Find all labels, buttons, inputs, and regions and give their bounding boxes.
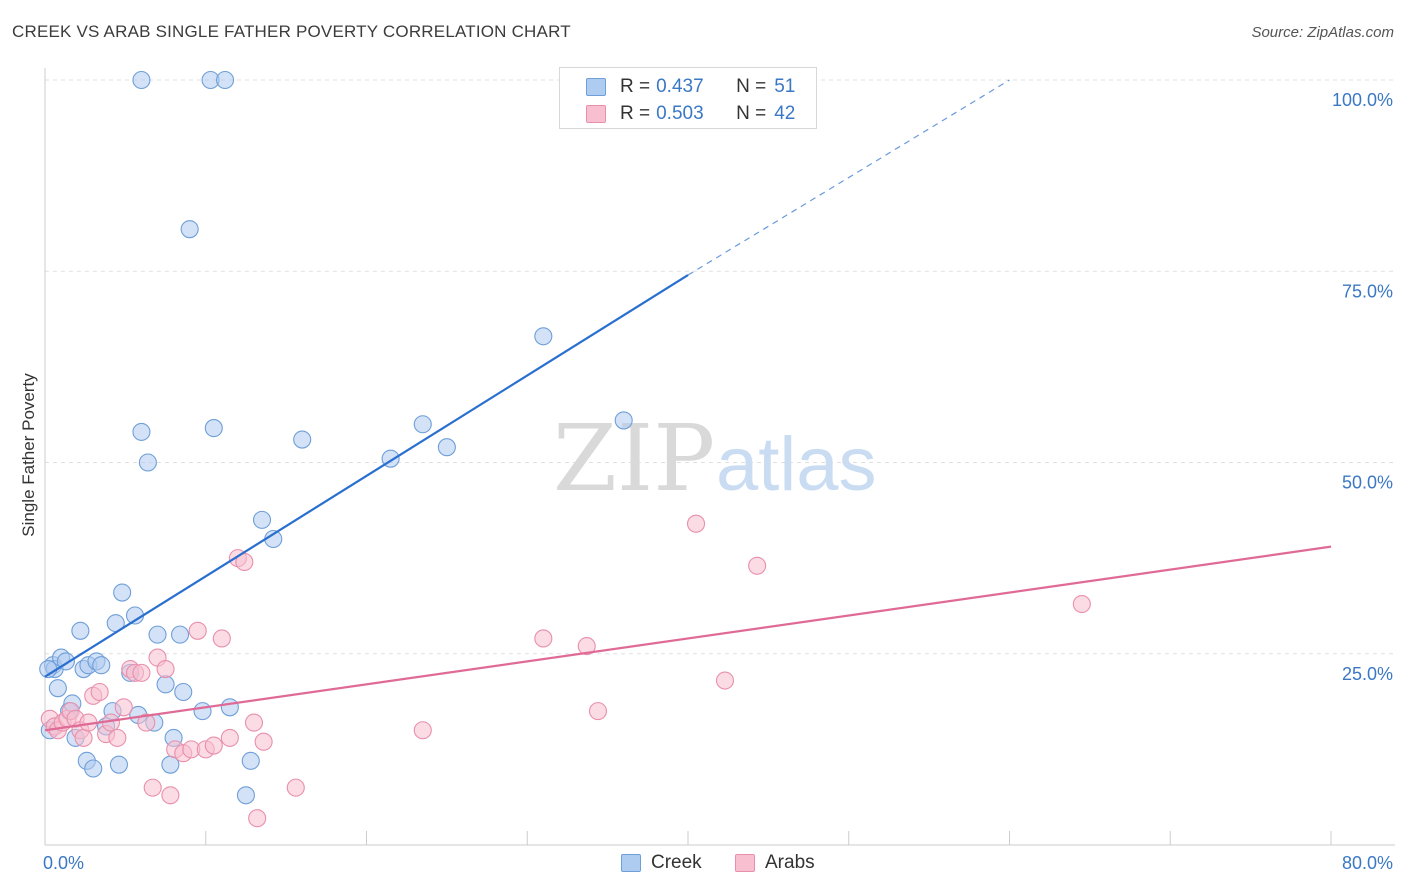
arabs-point [1072,594,1091,614]
arabs-point [212,629,231,648]
creek-point [204,419,223,438]
n-value: 51 [774,76,796,97]
arabs-point [161,786,180,805]
x-tick-label: 0.0% [43,853,84,873]
y-tick-label: 75.0% [1342,281,1393,301]
arabs-point [220,728,239,747]
arabs-point [534,629,553,648]
arabs-point [188,621,207,640]
series-legend: Creek Arabs [0,852,1406,878]
y-tick-label: 25.0% [1342,664,1393,684]
arabs-point [577,637,596,656]
source-label: Source: ZipAtlas.com [1251,24,1394,41]
creek-point [413,415,432,434]
creek-point [236,786,255,805]
creek-swatch [586,78,606,96]
creek-point [220,698,239,717]
y-axis-label: Single Father Poverty [19,373,38,537]
creek-point [71,621,90,640]
creek-point [109,755,128,774]
creek-trend-line [44,274,689,678]
creek-point [215,70,235,90]
creek-point [174,682,193,702]
legend-row-arabs: R = 0.503 N = 42 [586,102,795,126]
arabs-trend-line [44,545,1332,732]
creek-point [614,411,633,430]
arabs-point [244,713,264,732]
watermark: ZIP atlas [553,405,877,512]
arabs-point [715,671,735,690]
legend-item-creek[interactable]: Creek [621,852,702,874]
legend-row-creek: R = 0.437 N = 51 [586,75,795,99]
arabs-point [588,702,608,721]
chart-title: CREEK VS ARAB SINGLE FATHER POVERTY CORR… [12,22,571,41]
legend-item-arabs[interactable]: Arabs [735,852,815,874]
creek-point [92,656,111,675]
trend-lines [44,79,1332,732]
creek-point [170,625,190,644]
watermark-zip: ZIP [553,405,715,512]
creek-point [180,220,199,239]
arabs-point [286,778,305,797]
arabs-point [204,736,223,755]
watermark-atlas: atlas [716,422,877,507]
y-tick-label: 100.0% [1332,90,1393,110]
arabs-point [686,514,706,533]
creek-point [241,751,260,770]
arabs-point [137,713,156,732]
creek-point [534,327,553,346]
creek-trend-extension [687,79,1010,276]
arabs-point [248,809,267,828]
n-label: N = [736,76,767,97]
creek-point [113,583,132,602]
creek-point [48,679,67,698]
arabs-point [108,728,127,747]
r-value: 0.503 [656,103,704,124]
tick-labels: 25.0% 50.0% 75.0% 100.0% 0.0% 80.0% [43,90,1393,873]
arabs-swatch [735,854,755,872]
r-label: R = [620,103,651,124]
arabs-point [90,682,109,702]
creek-point [193,702,212,721]
arabs-point [143,778,162,797]
creek-point [132,422,151,441]
n-label: N = [736,103,767,124]
creek-point [138,453,157,472]
legend-label: Arabs [765,852,815,873]
arabs-point [254,732,273,751]
arabs-point [132,663,151,682]
arabs-point [413,721,432,740]
n-value: 42 [774,103,796,124]
arabs-point [748,556,767,575]
creek-point [132,70,151,90]
r-value: 0.437 [656,76,704,97]
arabs-point [114,698,133,717]
x-tick-label: 80.0% [1342,853,1393,873]
creek-point [156,675,175,694]
y-tick-label: 50.0% [1342,473,1393,493]
creek-point [437,438,456,457]
arabs-point [74,728,93,747]
legend-label: Creek [651,852,702,873]
creek-point [293,430,312,449]
creek-point [148,625,167,644]
creek-point [84,759,103,778]
correlation-legend: R = 0.437 N = 51 R = 0.503 N = 42 [559,67,817,129]
creek-point [252,510,272,529]
r-label: R = [620,76,651,97]
creek-swatch [621,854,641,872]
arabs-point [156,659,175,679]
arabs-swatch [586,105,606,123]
